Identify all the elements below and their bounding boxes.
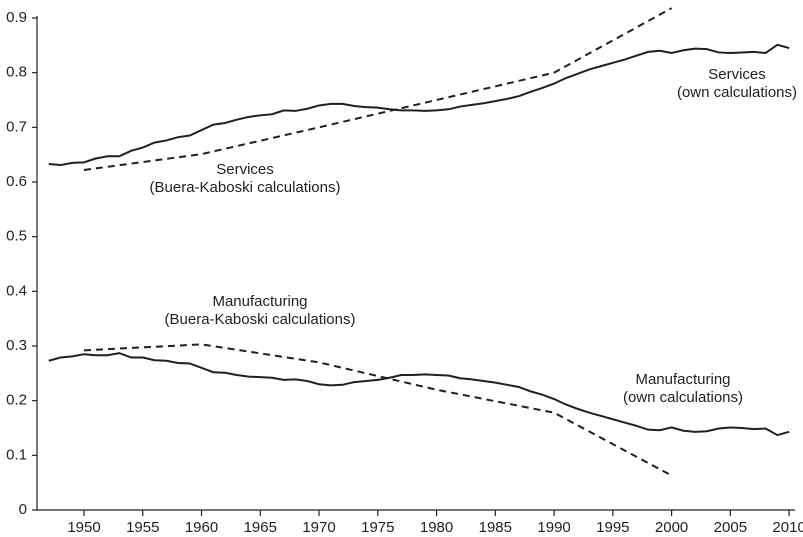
annotation: (own calculations) bbox=[623, 389, 743, 406]
y-tick-label: 0.1 bbox=[6, 446, 27, 463]
x-tick-label: 1960 bbox=[185, 519, 218, 536]
x-tick-label: 1995 bbox=[596, 519, 629, 536]
y-tick-label: 0.2 bbox=[6, 392, 27, 409]
x-tick-label: 1950 bbox=[67, 519, 100, 536]
x-tick-label: 2000 bbox=[655, 519, 688, 536]
x-tick-label: 1965 bbox=[244, 519, 277, 536]
data-line bbox=[83, 7, 673, 171]
data-line bbox=[48, 352, 790, 437]
x-tick-label: 1970 bbox=[302, 519, 335, 536]
x-tick-label: 1980 bbox=[420, 519, 453, 536]
x-tick-label: 1990 bbox=[537, 519, 570, 536]
annotation: Services bbox=[216, 161, 274, 178]
y-tick-label: 0.4 bbox=[6, 282, 27, 299]
y-tick-label: 0.6 bbox=[6, 173, 27, 190]
x-tick-label: 2005 bbox=[714, 519, 747, 536]
x-tick-label: 2010 bbox=[772, 519, 803, 536]
x-tick-label: 1955 bbox=[126, 519, 159, 536]
annotation: (Buera-Kaboski calculations) bbox=[150, 179, 341, 196]
annotation: Manufacturing bbox=[212, 293, 307, 310]
x-tick-label: 1985 bbox=[479, 519, 512, 536]
y-tick-label: 0.9 bbox=[6, 9, 27, 26]
annotation: (Buera-Kaboski calculations) bbox=[165, 311, 356, 328]
y-tick-label: 0 bbox=[19, 501, 27, 518]
y-tick-label: 0.8 bbox=[6, 64, 27, 81]
x-tick-label: 1975 bbox=[361, 519, 394, 536]
y-tick-label: 0.3 bbox=[6, 337, 27, 354]
annotation: Manufacturing bbox=[635, 371, 730, 388]
y-tick-label: 0.5 bbox=[6, 228, 27, 245]
annotation: (own calculations) bbox=[677, 84, 797, 101]
data-line bbox=[83, 343, 673, 477]
y-tick-label: 0.7 bbox=[6, 118, 27, 135]
annotation: Services bbox=[708, 66, 766, 83]
data-line bbox=[48, 43, 790, 167]
